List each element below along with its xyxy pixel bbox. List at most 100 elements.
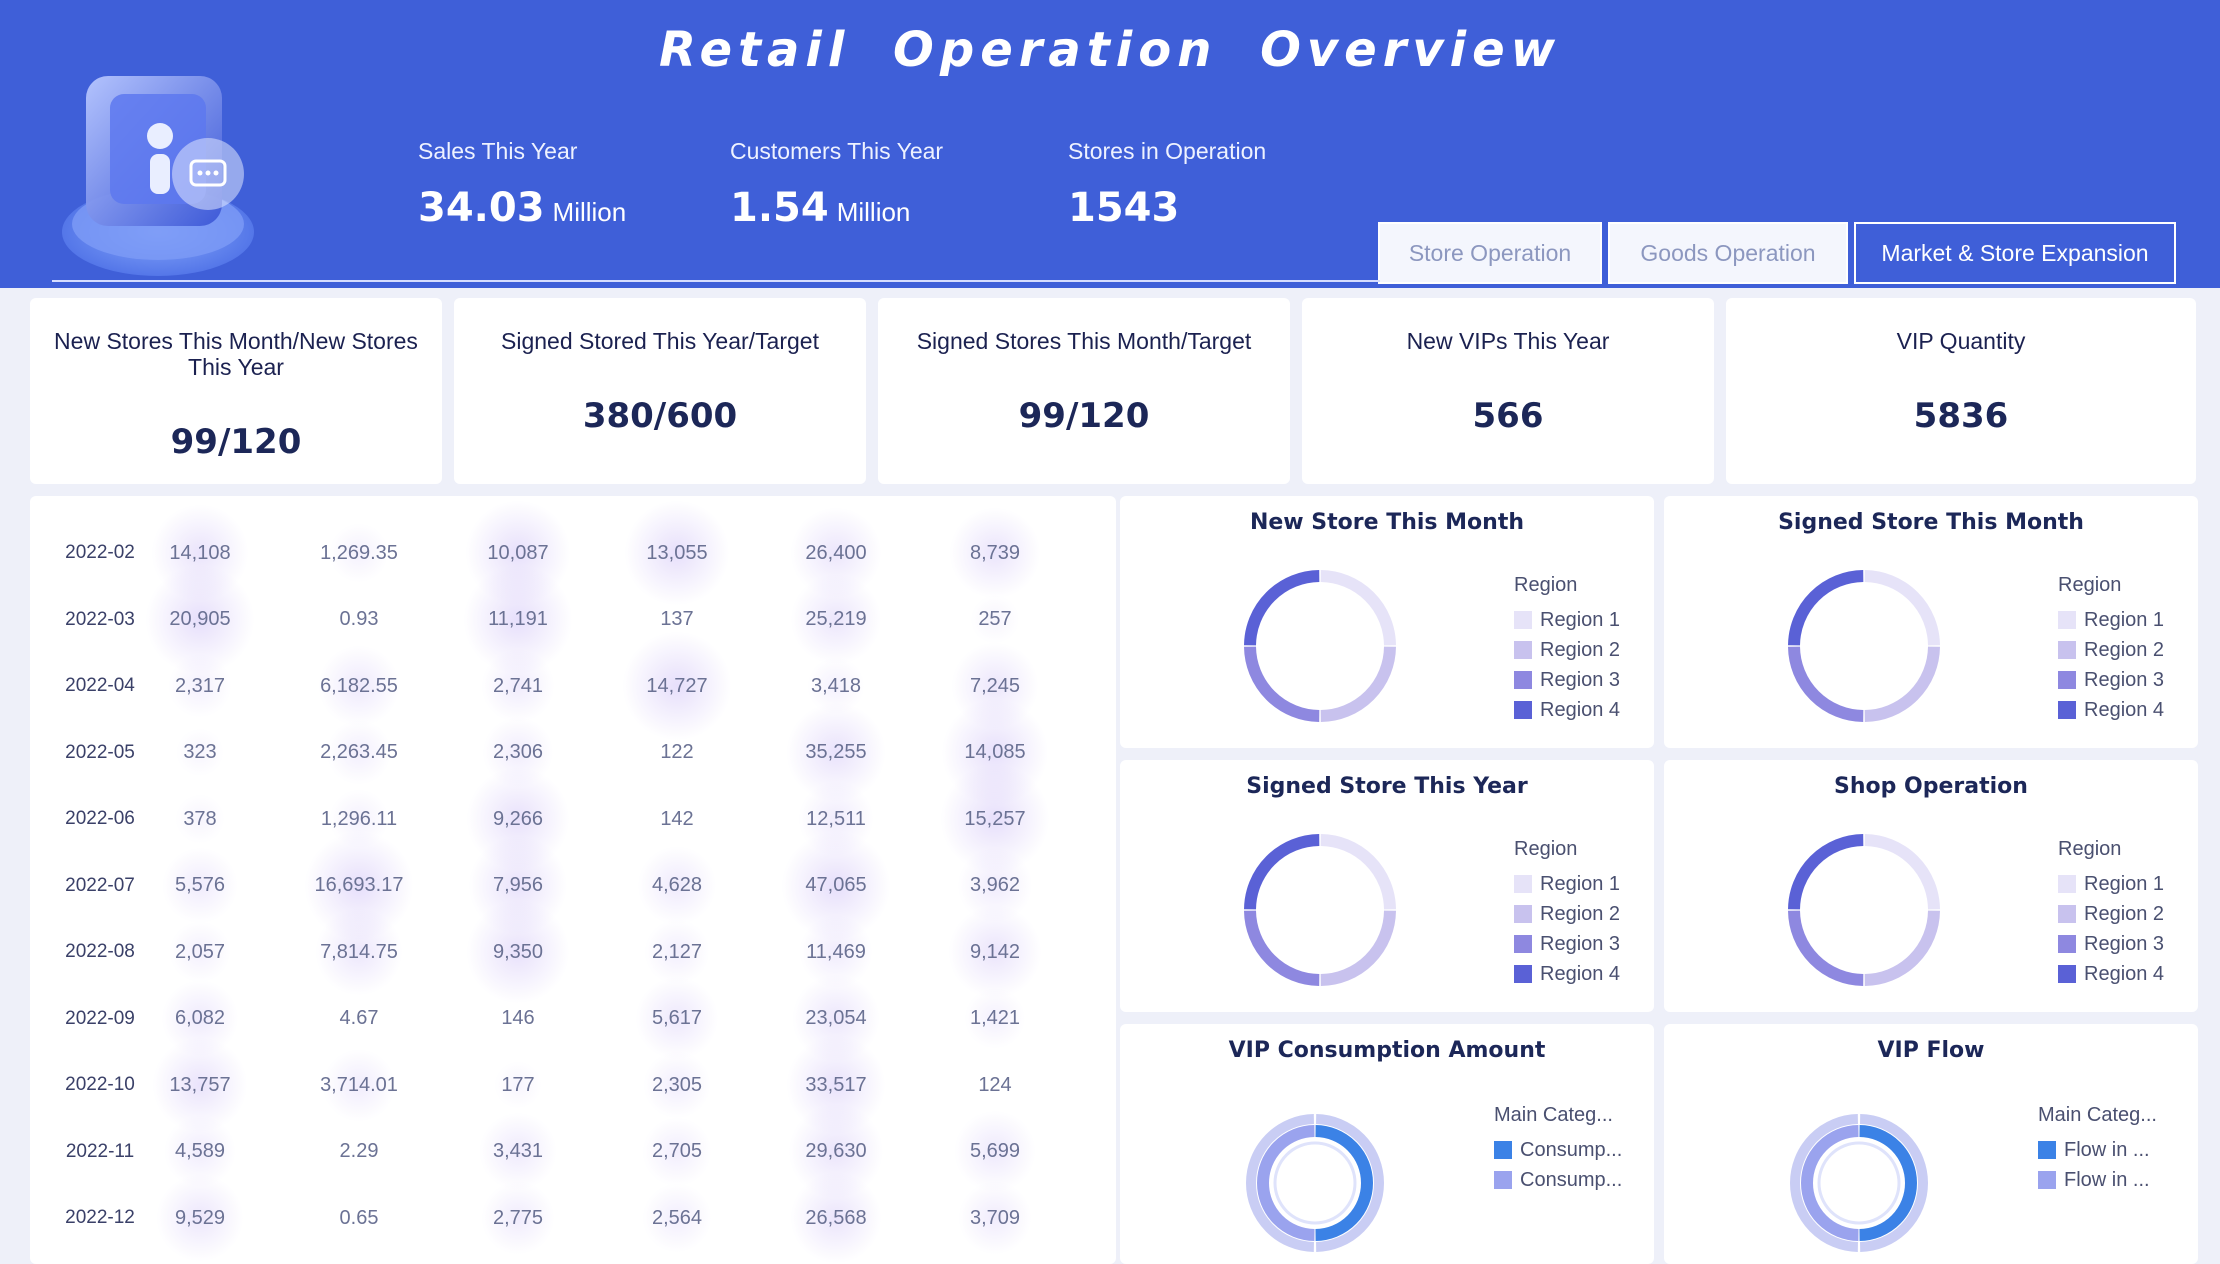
legend-swatch (1514, 905, 1532, 923)
legend-item[interactable]: Region 3 (1514, 929, 1620, 959)
legend-item[interactable]: Consump... (1494, 1135, 1622, 1165)
donut-slice[interactable] (1320, 834, 1396, 910)
legend-label: Region 4 (2084, 962, 2165, 985)
tab-store-operation[interactable]: Store Operation (1378, 222, 1602, 284)
donut-slice[interactable] (1244, 570, 1320, 646)
legend-item[interactable]: Region 1 (1514, 605, 1620, 635)
legend-item[interactable]: Region 4 (1514, 959, 1620, 989)
cell-value: 4.67 (339, 1007, 379, 1029)
legend-item[interactable]: Region 2 (1514, 899, 1620, 929)
donut-slice[interactable] (1320, 570, 1396, 646)
donut-slice[interactable] (1320, 646, 1396, 722)
cell-value: 7,814.75 (320, 940, 398, 963)
table-cell: 8,739 (925, 506, 1065, 600)
donut-ring-outer[interactable] (1859, 1114, 1928, 1252)
card-value: 380/600 (582, 396, 738, 436)
donut-slice[interactable] (1244, 834, 1320, 910)
legend-swatch (2058, 671, 2076, 689)
legend-item[interactable]: Flow in ... (2038, 1165, 2157, 1195)
kpi-stores-value: 1543 (1068, 185, 1180, 231)
table-cell: 3,962 (925, 847, 1065, 924)
legend-item[interactable]: Region 4 (2058, 695, 2164, 725)
table-cell: 0.93 (289, 587, 429, 653)
cell-value: 5,576 (174, 874, 226, 896)
donut-slice[interactable] (1801, 1125, 1859, 1241)
legend-title: Region (1514, 574, 1578, 596)
donut-slice[interactable] (1788, 646, 1864, 722)
legend-item[interactable]: Region 4 (2058, 959, 2164, 989)
table-cell: 2,564 (607, 1183, 747, 1253)
donut-slice[interactable] (1244, 646, 1320, 722)
table-row: 2022-10 13,757 3,714.01 177 2,305 33,517 124 (30, 1035, 1116, 1135)
table-cell: 9,266 (448, 767, 588, 871)
legend-label: Region 4 (1540, 962, 1621, 985)
cell-value: 122 (660, 741, 694, 763)
cell-value: 14,108 (169, 541, 231, 564)
cell-value: 9,350 (492, 940, 544, 963)
cell-value: 137 (660, 608, 694, 630)
table-cell: 9,529 (130, 1174, 270, 1262)
table-row: 2022-08 2,057 7,814.75 9,350 2,127 11,469 9,14… (30, 900, 1116, 1004)
tab-goods-operation[interactable]: Goods Operation (1608, 222, 1848, 284)
donut-slice[interactable] (1864, 570, 1940, 646)
legend-item[interactable]: Region 1 (2058, 869, 2164, 899)
table-cell: 2,705 (607, 1116, 747, 1187)
table-cell: 3,418 (766, 653, 906, 719)
legend-item[interactable]: Region 2 (2058, 635, 2164, 665)
legend-item[interactable]: Flow in ... (2038, 1135, 2157, 1165)
donut-slice[interactable] (1788, 910, 1864, 986)
cell-value: 47,065 (805, 874, 867, 896)
header: Retail Operation Overview Sales This Yea… (0, 0, 2220, 288)
kpi-customers-unit: Million (836, 197, 911, 227)
cell-value: 2,305 (651, 1073, 703, 1096)
cell-value: 1,296.11 (320, 807, 398, 830)
cell-value: 14,085 (964, 741, 1026, 763)
donut-slice[interactable] (1257, 1125, 1315, 1241)
legend-item[interactable]: Region 3 (2058, 929, 2164, 959)
table-cell: 1,269.35 (289, 520, 429, 586)
legend-item[interactable]: Region 1 (2058, 605, 2164, 635)
cell-value: 2.29 (339, 1140, 379, 1162)
donut-ring-outer[interactable] (1790, 1114, 1859, 1252)
donut-slice[interactable] (1864, 910, 1940, 986)
legend-item[interactable]: Region 4 (1514, 695, 1620, 725)
donut-slice[interactable] (1864, 646, 1940, 722)
donut-ring-outer[interactable] (1315, 1114, 1384, 1252)
legend-label: Region 1 (1540, 872, 1621, 895)
store-user-badge-icon (62, 76, 254, 276)
donut-slice[interactable] (1315, 1125, 1373, 1241)
tab-market-store-expansion[interactable]: Market & Store Expansion (1854, 222, 2176, 284)
cell-value: 20,905 (169, 608, 231, 630)
donut-slice[interactable] (1244, 910, 1320, 986)
panel-vip-consumption-amount: VIP Consumption Amount Main Categ... Consu… (1120, 1024, 1654, 1264)
chart-title: VIP Consumption Amount (1228, 1038, 1546, 1063)
table-cell: 9,142 (925, 904, 1065, 1000)
cell-value: 2,705 (651, 1140, 703, 1162)
table-cell: 5,699 (925, 1110, 1065, 1193)
table-cell: 257 (925, 587, 1065, 653)
legend-item[interactable]: Region 3 (2058, 665, 2164, 695)
donut-slice[interactable] (1864, 834, 1940, 910)
table-cell: 13,757 (130, 1036, 270, 1134)
panel-shop-operation: Shop Operation Region Region 1 Region 2 Regi… (1664, 760, 2198, 1012)
table-cell: 26,400 (766, 506, 906, 600)
legend-item[interactable]: Region 1 (1514, 869, 1620, 899)
donut-chart (1244, 834, 1396, 986)
donut-slice[interactable] (1788, 570, 1864, 646)
table-cell: 3,431 (448, 1112, 588, 1191)
donut-slice[interactable] (1788, 834, 1864, 910)
cell-value: 11,191 (488, 608, 548, 630)
table-cell: 323 (130, 720, 270, 786)
donut-slice[interactable] (1859, 1125, 1917, 1241)
legend-item[interactable]: Region 2 (2058, 899, 2164, 929)
donut-slice[interactable] (1320, 910, 1396, 986)
cell-value: 257 (978, 608, 1012, 630)
card-label: Signed Stored This Year/Target (501, 328, 819, 354)
legend-item[interactable]: Consump... (1494, 1165, 1622, 1195)
table-cell: 11,469 (766, 914, 906, 990)
legend-item[interactable]: Region 2 (1514, 635, 1620, 665)
legend-item[interactable]: Region 3 (1514, 665, 1620, 695)
donut-ring-outer[interactable] (1246, 1114, 1315, 1252)
cell-value: 33,517 (805, 1073, 867, 1096)
legend-label: Region 4 (2084, 698, 2165, 721)
